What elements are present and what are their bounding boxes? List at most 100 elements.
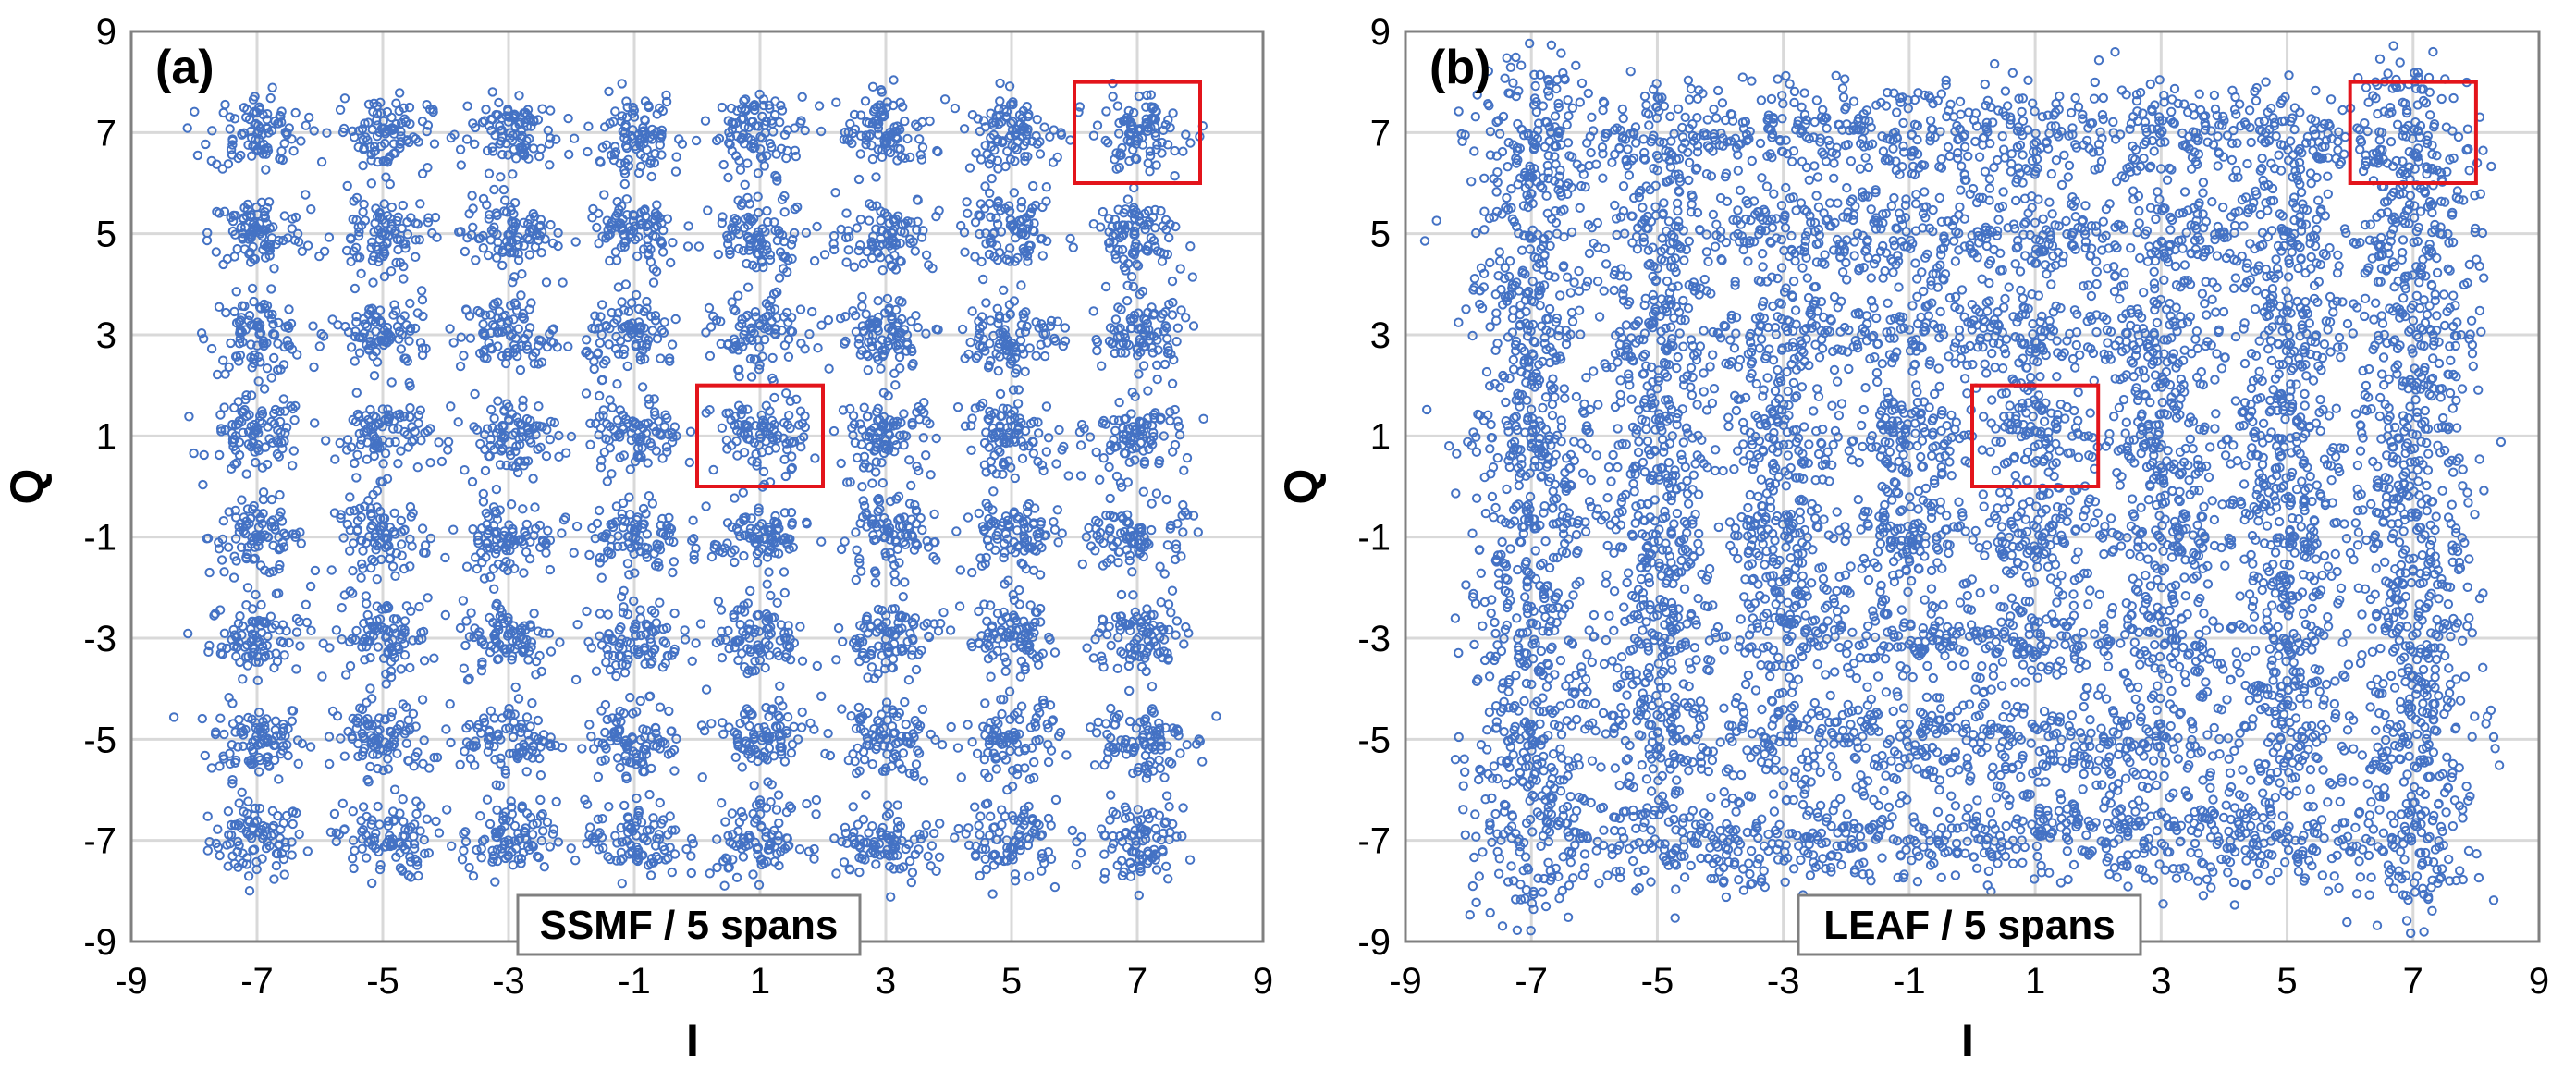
data-point: [617, 509, 627, 519]
data-point: [226, 338, 236, 349]
data-point: [278, 854, 289, 865]
data-point: [243, 871, 254, 881]
data-point: [247, 759, 257, 769]
data-point: [413, 870, 423, 881]
data-point: [238, 427, 249, 437]
data-point: [782, 712, 793, 722]
data-point: [643, 458, 653, 468]
data-point: [594, 239, 604, 249]
data-point: [857, 302, 867, 312]
data-point: [275, 544, 286, 554]
data-point: [656, 353, 666, 363]
data-point: [558, 515, 570, 525]
data-point: [217, 164, 227, 174]
data-point: [825, 750, 836, 761]
data-point: [871, 172, 881, 182]
data-point: [864, 215, 875, 226]
data-point: [220, 425, 230, 436]
data-point: [221, 307, 231, 318]
data-point: [358, 546, 368, 556]
data-point: [510, 682, 521, 693]
data-point: [302, 846, 313, 856]
data-point: [683, 221, 693, 231]
data-point: [859, 402, 869, 412]
data-point: [306, 204, 316, 215]
data-point: [478, 488, 488, 499]
data-point: [669, 557, 679, 567]
data-point: [903, 675, 914, 685]
data-point: [346, 256, 356, 266]
data-point: [569, 548, 579, 558]
data-point: [645, 870, 656, 880]
data-point: [243, 796, 253, 806]
data-point: [460, 246, 471, 257]
data-point: [274, 774, 284, 784]
data-point: [216, 555, 227, 565]
data-point: [889, 569, 900, 580]
data-point: [521, 712, 533, 722]
data-point: [849, 262, 860, 272]
data-point: [405, 402, 415, 413]
data-point: [870, 578, 881, 588]
data-point: [644, 789, 655, 800]
data-point: [1028, 565, 1039, 575]
data-point: [974, 820, 984, 831]
data-point: [594, 505, 605, 516]
data-point: [288, 806, 299, 817]
data-point: [242, 583, 253, 593]
data-point: [252, 675, 263, 685]
data-point: [975, 811, 986, 821]
data-point: [254, 329, 264, 339]
data-point: [348, 566, 358, 576]
data-point: [939, 94, 951, 105]
data-point: [448, 338, 459, 348]
data-point: [230, 727, 240, 737]
data-point: [252, 425, 263, 435]
data-point: [855, 215, 866, 225]
data-point: [417, 523, 428, 534]
data-point: [836, 544, 847, 555]
data-point: [867, 759, 877, 769]
data-point: [813, 343, 823, 353]
data-point: [215, 410, 226, 420]
data-point: [462, 101, 472, 111]
data-point: [742, 282, 754, 292]
data-point: [215, 850, 225, 861]
data-point: [309, 362, 319, 373]
data-point: [481, 105, 491, 115]
data-point: [419, 656, 430, 666]
data-point: [260, 442, 271, 452]
data-point: [802, 798, 812, 809]
data-point: [271, 731, 282, 741]
data-point: [857, 291, 867, 302]
data-point: [866, 662, 877, 672]
data-point: [373, 801, 383, 812]
data-point: [723, 172, 733, 183]
data-point: [350, 356, 360, 366]
data-point: [359, 199, 369, 210]
data-point: [224, 830, 234, 840]
data-point: [262, 301, 273, 311]
data-point: [783, 334, 794, 344]
data-point: [478, 319, 488, 329]
data-point: [537, 104, 547, 114]
data-point: [235, 611, 245, 622]
data-point: [910, 246, 920, 256]
data-point: [237, 313, 247, 323]
data-point: [184, 412, 194, 422]
data-point: [241, 826, 251, 837]
data-point: [399, 817, 409, 827]
data-point: [429, 653, 439, 663]
data-point: [595, 609, 606, 619]
data-point: [1000, 652, 1010, 662]
data-point: [820, 748, 830, 759]
data-point: [997, 819, 1007, 830]
data-point: [890, 577, 901, 587]
data-point: [861, 309, 871, 319]
data-point: [274, 588, 284, 598]
data-point: [215, 208, 225, 218]
data-point: [237, 495, 247, 505]
data-point: [250, 350, 260, 361]
data-point: [189, 448, 199, 459]
data-point: [480, 465, 491, 476]
